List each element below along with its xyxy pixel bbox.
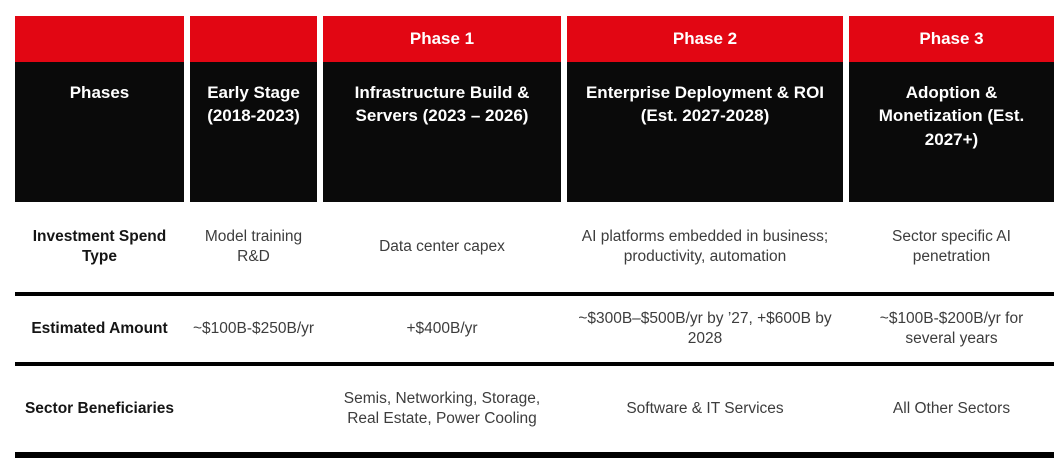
phase-band-cell-early — [190, 16, 317, 62]
table-cell: +$400B/yr — [323, 296, 561, 362]
table-row-investment-spend-type: Investment Spend Type Model training R&D… — [15, 202, 1054, 292]
horizontal-rule — [15, 362, 1054, 366]
row-label: Estimated Amount — [15, 296, 184, 362]
phase-band-cell-phase-3: Phase 3 — [849, 16, 1054, 62]
phase-band-cell-phases — [15, 16, 184, 62]
table-cell: ~$100B-$200B/yr for several years — [849, 296, 1054, 362]
table-cell: Sector specific AI penetration — [849, 202, 1054, 292]
phase-band-cell-phase-1: Phase 1 — [323, 16, 561, 62]
table-cell: ~$100B-$250B/yr — [190, 296, 317, 362]
column-header-enterprise: Enterprise Deployment & ROI (Est. 2027-2… — [567, 62, 843, 202]
table-cell: All Other Sectors — [849, 366, 1054, 452]
bottom-rule — [15, 452, 1054, 458]
row-label: Investment Spend Type — [15, 202, 184, 292]
phase-header-row: Phase 1 Phase 2 Phase 3 — [15, 16, 1054, 62]
column-header-row: Phases Early Stage (2018-2023) Infrastru… — [15, 62, 1054, 202]
column-header-adoption: Adoption & Monetization (Est. 2027+) — [849, 62, 1054, 202]
column-header-infrastructure: Infrastructure Build & Servers (2023 – 2… — [323, 62, 561, 202]
table-cell: AI platforms embedded in business; produ… — [567, 202, 843, 292]
table-cell: Data center capex — [323, 202, 561, 292]
table-row-sector-beneficiaries: Sector Beneficiaries Semis, Networking, … — [15, 366, 1054, 452]
column-header-early-stage: Early Stage (2018-2023) — [190, 62, 317, 202]
phase-band-cell-phase-2: Phase 2 — [567, 16, 843, 62]
table-cell: Semis, Networking, Storage, Real Estate,… — [323, 366, 561, 452]
table-cell: Model training R&D — [190, 202, 317, 292]
horizontal-rule — [15, 292, 1054, 296]
ai-investment-phases-table: Phase 1 Phase 2 Phase 3 Phases Early Sta… — [15, 16, 1054, 458]
table-cell — [190, 366, 317, 452]
row-label: Sector Beneficiaries — [15, 366, 184, 452]
column-header-phases: Phases — [15, 62, 184, 202]
table-row-estimated-amount: Estimated Amount ~$100B-$250B/yr +$400B/… — [15, 296, 1054, 362]
table-cell: ~$300B–$500B/yr by ’27, +$600B by 2028 — [567, 296, 843, 362]
table-cell: Software & IT Services — [567, 366, 843, 452]
